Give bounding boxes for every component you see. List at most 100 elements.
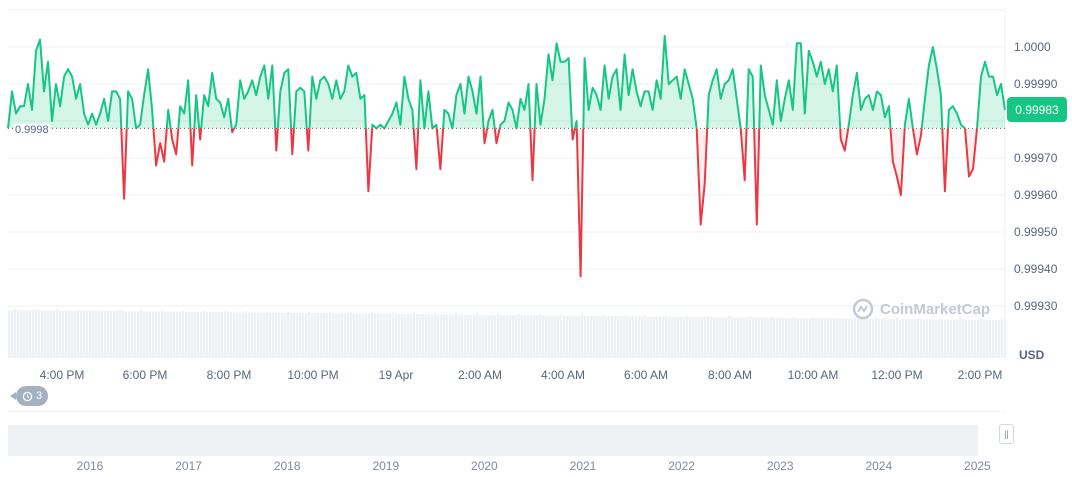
volume-bar [575,315,578,358]
volume-bar [587,315,590,358]
volume-bar [830,318,833,358]
history-count: 3 [35,390,43,402]
volume-bar [26,310,29,358]
volume-bar [983,319,986,358]
volume-bar [395,313,398,358]
volume-bar [224,311,227,358]
volume-bar [155,311,158,358]
volume-bar [83,310,86,358]
volume-bar [134,311,137,358]
volume-bar [416,314,419,358]
volume-bar [896,317,899,358]
volume-bar [728,316,731,358]
volume-bar [197,311,200,358]
volume-bar [659,316,662,358]
volume-bar [815,318,818,358]
navigator-year-label: 2017 [175,459,202,473]
volume-bar [350,312,353,358]
watermark: CoinMarketCap [852,298,990,320]
volume-bar [893,318,896,358]
volume-bar [257,312,260,358]
volume-bar [968,319,971,358]
current-price-tag: 0.99983 [1007,97,1067,122]
volume-bar [86,310,89,358]
volume-bar [884,318,887,358]
volume-bar [992,319,995,358]
volume-bar [449,314,452,358]
volume-bar [446,314,449,358]
volume-bar [272,312,275,358]
volume-bar [812,317,815,358]
volume-bar [554,315,557,358]
navigator-handle[interactable]: || [999,424,1014,444]
volume-bar [560,314,563,358]
navigator-area [8,425,978,456]
volume-bar [863,318,866,358]
volume-bar [326,313,329,358]
volume-bar [437,314,440,358]
volume-bar [44,310,47,358]
volume-bar [17,310,20,358]
volume-bar [464,314,467,358]
volume-bar [998,319,1001,358]
navigator-year-label: 2023 [766,459,794,473]
volume-bar [749,316,752,358]
volume-bar [332,313,335,358]
volume-bar [215,312,218,358]
volume-bar [977,319,980,358]
volume-bar [455,313,458,358]
volume-bar [803,317,806,358]
volume-bar [374,313,377,358]
volume-bar [875,317,878,358]
volume-bar [314,313,317,358]
volume-bar [473,314,476,358]
volume-bar [734,317,737,358]
history-badge[interactable]: 3 [10,386,48,406]
volume-bar [527,315,530,358]
navigator-year-label: 2024 [865,459,893,473]
volume-bar [530,315,533,358]
volume-bar [110,311,113,358]
volume-bar [479,314,482,358]
volume-bar [398,313,401,358]
volume-bar [971,319,974,358]
volume-bar [767,317,770,358]
history-icon [22,391,33,401]
volume-bar [278,312,281,358]
volume-bar [566,315,569,358]
y-tick-label: 0.99930 [1014,299,1058,313]
volume-bar [689,316,692,358]
volume-bar [389,313,392,358]
volume-bar [386,313,389,358]
volume-bar [683,316,686,358]
volume-bar [656,316,659,358]
volume-bar [320,313,323,358]
volume-bar [569,315,572,358]
volume-bar [431,314,434,358]
volume-bar [266,311,269,358]
range-navigator[interactable] [8,411,1006,456]
volume-bar [716,317,719,358]
volume-bar [14,309,17,358]
baseline-label: 0.9998 [14,124,50,136]
volume-bar [35,309,38,358]
volume-bar [500,314,503,358]
volume-bar [323,313,326,358]
volume-bar [623,315,626,358]
volume-bar [47,310,50,358]
volume-bar [329,312,332,358]
volume-bar [593,315,596,358]
volume-bar [251,312,254,358]
volume-bar [377,313,380,358]
volume-bar [797,317,800,358]
volume-bar [302,312,305,358]
volume-bar [440,314,443,358]
volume-bar [170,311,173,358]
volume-bar [143,311,146,358]
volume-bar [518,314,521,358]
volume-bar [158,311,161,358]
coinmarketcap-logo-icon [852,298,874,320]
volume-bar [800,317,803,358]
volume-bar [962,319,965,358]
